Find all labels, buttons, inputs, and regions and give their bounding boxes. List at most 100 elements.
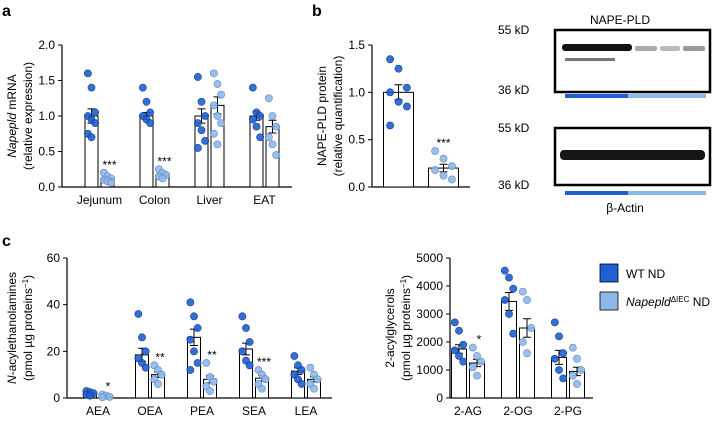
blot-title: NAPE-PLD [590,13,650,27]
data-point [459,340,468,349]
data-point [555,332,563,341]
y-tick-label: 2.0 [38,38,55,52]
data-point [447,175,456,184]
data-point [213,140,222,149]
data-point [261,375,270,384]
data-point [439,171,448,180]
data-point [91,119,100,127]
data-point [201,112,210,120]
data-point [138,83,147,92]
group-bar [628,191,706,195]
significance: *** [157,154,171,168]
legend-swatch [599,291,619,311]
blot-bands [562,44,705,61]
x-tick-label: 2-PG [554,404,582,418]
data-point [248,83,257,92]
data-point [256,133,265,142]
data-point [459,357,468,366]
data-point [154,380,162,388]
y-tick-label: 2000 [416,335,443,349]
data-point [431,147,439,155]
data-point [568,343,577,352]
x-tick-label: Colon [139,193,170,207]
data-point [555,366,563,374]
panel-label: c [2,233,11,250]
significance: *** [102,158,116,172]
data-point [190,312,198,321]
x-tick-label: LEA [295,404,318,418]
data-point [268,140,277,149]
significance: ** [155,350,165,364]
data-point [306,363,315,372]
data-point [297,366,306,374]
data-point [386,88,394,97]
data-point [105,392,114,401]
data-point [468,363,477,372]
data-point [568,371,577,380]
bar [239,348,253,399]
label-part: (pmol µg proteins [399,288,413,381]
y-axis-label: (relative quantification) [331,56,345,177]
group-bar [565,191,635,195]
data-point [439,154,448,163]
data-point [202,359,211,367]
panel-label: a [2,3,11,20]
significance: * [477,333,482,347]
data-point [272,151,281,159]
data-point [500,266,509,275]
data-point [468,343,477,352]
data-point [268,112,277,120]
data-point [142,97,151,106]
blot-marker: 36 kD [498,178,530,192]
significance: ** [207,348,217,362]
data-point [209,129,218,138]
label-part: -acylethanolamines [5,272,19,375]
data-point [505,273,513,282]
data-point [190,347,198,356]
legend-swatch [599,263,619,283]
data-point [477,357,486,366]
x-tick-label: PEA [190,404,214,418]
data-point [107,178,116,187]
y-tick-label: 0.0 [38,180,55,194]
legend-label: NapepldΔIEC ND [626,295,710,310]
data-point [146,119,155,127]
y-tick-label: 0.5 [38,145,55,159]
error-bar [523,318,531,338]
x-tick-label: AEA [86,404,110,418]
data-point [256,112,265,120]
y-tick-label: 0.5 [348,133,365,147]
data-point [550,354,559,363]
data-point [310,384,318,393]
data-point [518,287,527,296]
y-tick-label: 5000 [416,251,443,265]
label-part: ND [689,295,710,309]
data-point [209,69,218,78]
data-point [258,384,266,393]
data-point [509,284,518,293]
label-part: −1 [21,278,30,288]
data-point [559,349,568,358]
y-tick-label: 1.0 [38,109,55,123]
data-point [201,136,210,145]
label-part: Napepld [5,113,19,158]
data-point [86,391,94,400]
data-point [431,166,439,174]
label-part: −1 [399,278,408,288]
x-tick-label: 2-AG [454,404,482,418]
data-point [209,101,218,110]
data-point [573,380,581,388]
data-point [242,324,250,332]
group-bar [565,94,635,98]
data-point [186,298,195,307]
data-point [217,90,226,99]
blot-marker: 55 kD [498,23,530,37]
y-tick-label: 1.5 [38,74,55,88]
data-point [527,324,536,332]
data-point [87,83,96,92]
data-point [523,296,531,304]
data-point [91,108,100,117]
data-point [197,126,206,135]
data-point [518,338,527,346]
data-point [248,115,257,124]
